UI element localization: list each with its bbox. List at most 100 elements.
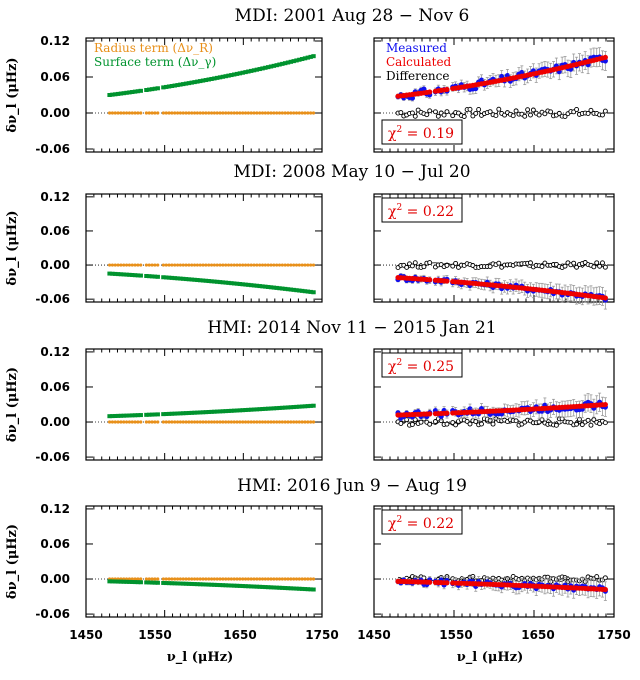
surface-term-point	[155, 412, 160, 417]
surface-term-point	[209, 582, 214, 587]
difference-point	[571, 260, 577, 266]
surface-term-point	[113, 579, 118, 584]
radius-term-point	[212, 263, 216, 267]
radius-term-point	[292, 577, 296, 581]
difference-point	[435, 113, 441, 119]
radius-term-point	[297, 420, 301, 424]
radius-term-point	[170, 577, 174, 581]
radius-term-point	[139, 577, 143, 581]
radius-term-point	[252, 420, 256, 424]
surface-term-point	[113, 413, 118, 418]
radius-term-point	[192, 577, 197, 581]
surface-term-point	[169, 411, 175, 416]
surface-term-point	[121, 579, 126, 584]
y-tick-label: -0.06	[35, 142, 70, 156]
difference-point	[450, 113, 456, 119]
radius-term-point	[309, 263, 313, 267]
radius-term-point	[286, 111, 290, 115]
surface-term-point	[254, 584, 260, 589]
panel-3: HMI: 2014 Nov 11 − 2015 Jan 21 -0.06 0.00 0…	[5, 318, 615, 464]
surface-term-point	[175, 83, 180, 88]
difference-line	[412, 420, 416, 425]
radius-term-point	[178, 263, 182, 267]
radius-term-point	[209, 263, 214, 267]
right-plot: χ2 = 0.22	[373, 193, 615, 310]
surface-term-point	[257, 407, 262, 412]
x-tick-left-3: 1750	[305, 628, 338, 642]
radius-term-point	[309, 420, 313, 424]
radius-term-point	[221, 577, 225, 581]
radius-term-point	[153, 263, 157, 267]
surface-term-point	[161, 85, 166, 90]
y-tick-label: 0.12	[40, 502, 70, 516]
radius-term-point	[241, 420, 245, 424]
radius-term-point	[241, 111, 245, 115]
radius-term-point	[249, 111, 253, 115]
radius-term-point	[113, 111, 117, 115]
radius-term-point	[130, 111, 134, 115]
radius-term-point	[156, 577, 160, 581]
radius-term-point	[269, 420, 273, 424]
y-tick-label: 0.06	[40, 380, 70, 394]
surface-term-point	[263, 406, 268, 411]
radius-term-point	[218, 420, 222, 424]
radius-term-point	[178, 420, 182, 424]
surface-term-point	[232, 72, 237, 77]
radius-term-point	[277, 577, 282, 581]
x-axis-label-right: ν_l (μHz)	[457, 650, 523, 665]
difference-point	[476, 106, 482, 112]
radius-term-point	[130, 577, 134, 581]
legend-calculated: Calculated	[386, 55, 452, 69]
surface-term-point	[277, 585, 282, 590]
surface-term-point	[149, 412, 155, 417]
radius-term-point	[252, 577, 256, 581]
difference-point	[602, 264, 608, 270]
radius-term-point	[110, 420, 115, 424]
radius-term-point	[221, 111, 225, 115]
left-plot: -0.06 0.00 0.06 0.12 δν_l (μHz) Radius term (…	[5, 34, 323, 156]
difference-point	[473, 110, 479, 116]
radius-term-point	[161, 420, 166, 424]
radius-term-point	[272, 263, 276, 267]
radius-term-point	[260, 577, 265, 581]
surface-term-point	[132, 580, 138, 585]
radius-term-point	[275, 420, 279, 424]
surface-term-point	[263, 65, 268, 70]
surface-term-point	[229, 408, 234, 413]
radius-term-point	[249, 577, 253, 581]
radius-term-point	[164, 111, 168, 115]
surface-term-point	[189, 80, 194, 85]
radius-term-point	[116, 420, 120, 424]
surface-term-point	[215, 279, 220, 284]
surface-term-point	[217, 409, 223, 414]
calculated-point	[444, 278, 450, 284]
difference-point	[513, 108, 519, 114]
surface-term-point	[294, 288, 299, 293]
radius-term-point	[238, 577, 242, 581]
difference-point	[562, 114, 568, 119]
radius-term-point	[269, 263, 273, 267]
radius-term-point	[215, 111, 219, 115]
radius-term-point	[272, 577, 276, 581]
radius-term-point	[215, 577, 219, 581]
radius-term-point	[167, 263, 171, 267]
y-axis-label: δν_l (μHz)	[5, 524, 20, 599]
radius-term-point	[122, 263, 126, 267]
surface-term-point	[291, 287, 296, 292]
radius-term-point	[184, 263, 188, 267]
legend-surface-term: Surface term (Δν_γ)	[94, 55, 216, 69]
y-tick-label: -0.06	[35, 292, 70, 306]
surface-term-point	[203, 78, 209, 83]
surface-term-point	[147, 274, 152, 279]
surface-term-point	[254, 283, 260, 288]
radius-term-point	[170, 420, 174, 424]
radius-term-point	[127, 111, 132, 115]
radius-term-point	[306, 263, 310, 267]
radius-term-point	[130, 263, 134, 267]
radius-term-point	[249, 420, 253, 424]
surface-term-point	[115, 579, 121, 584]
radius-term-point	[139, 263, 143, 267]
surface-term-point	[232, 281, 237, 286]
radius-term-point	[167, 111, 171, 115]
radius-term-point	[175, 263, 180, 267]
